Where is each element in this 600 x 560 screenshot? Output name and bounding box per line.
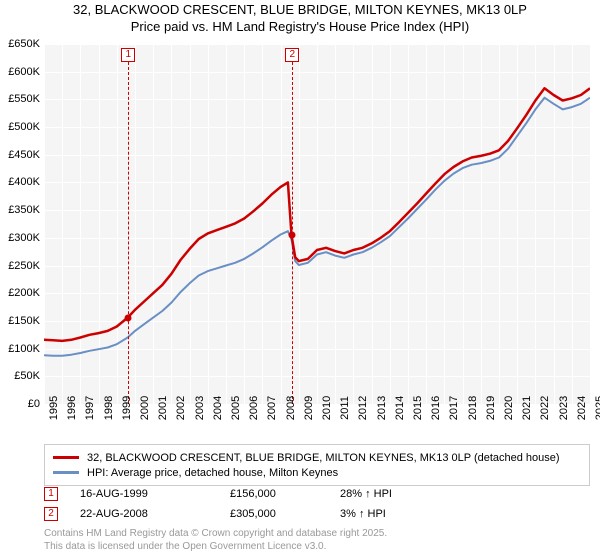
sales-row-pct: 28% ↑ HPI — [340, 488, 450, 500]
chart-title: 32, BLACKWOOD CRESCENT, BLUE BRIDGE, MIL… — [0, 0, 600, 36]
x-tick-label: 1997 — [84, 396, 96, 420]
legend-row: HPI: Average price, detached house, Milt… — [53, 465, 581, 480]
legend-row: 32, BLACKWOOD CRESCENT, BLUE BRIDGE, MIL… — [53, 450, 581, 465]
x-tick-label: 2001 — [157, 396, 169, 420]
x-tick-label: 2004 — [212, 396, 224, 420]
attribution: Contains HM Land Registry data © Crown c… — [44, 528, 387, 553]
legend: 32, BLACKWOOD CRESCENT, BLUE BRIDGE, MIL… — [44, 444, 590, 486]
sales-row: 1 16-AUG-1999£156,00028% ↑ HPI — [44, 484, 590, 504]
sales-row-pct: 3% ↑ HPI — [340, 508, 450, 520]
gridline-v — [590, 44, 591, 404]
x-tick-label: 2020 — [503, 396, 515, 420]
sales-table: 1 16-AUG-1999£156,00028% ↑ HPI 2 22-AUG-200… — [44, 484, 590, 524]
x-tick-label: 2015 — [412, 396, 424, 420]
legend-label: HPI: Average price, detached house, Milt… — [87, 467, 338, 479]
x-tick-label: 2012 — [357, 396, 369, 420]
sales-row: 2 22-AUG-2008£305,0003% ↑ HPI — [44, 504, 590, 524]
x-tick-label: 2022 — [539, 396, 551, 420]
y-tick-label: £0 — [0, 398, 40, 410]
sale-vline — [128, 62, 129, 404]
y-tick-label: £150K — [0, 315, 40, 327]
x-tick-label: 2002 — [175, 396, 187, 420]
y-tick-label: £650K — [0, 38, 40, 50]
legend-swatch — [53, 456, 79, 459]
x-tick-label: 2010 — [321, 396, 333, 420]
x-tick-label: 2013 — [376, 396, 388, 420]
x-tick-label: 2006 — [248, 396, 260, 420]
plot-area: 12 — [44, 44, 590, 404]
y-tick-label: £500K — [0, 121, 40, 133]
sale-marker-box: 2 — [285, 48, 299, 62]
sale-point — [289, 232, 296, 239]
attribution-line1: Contains HM Land Registry data © Crown c… — [44, 528, 387, 541]
chart-container: 32, BLACKWOOD CRESCENT, BLUE BRIDGE, MIL… — [0, 0, 600, 560]
line-series — [44, 44, 590, 404]
plot-background: 12 — [44, 44, 590, 404]
sales-row-date: 16-AUG-1999 — [80, 488, 230, 500]
x-tick-label: 2016 — [430, 396, 442, 420]
x-tick-label: 2021 — [521, 396, 533, 420]
x-tick-label: 2025 — [594, 396, 600, 420]
sales-row-marker: 1 — [44, 487, 58, 501]
title-subtitle: Price paid vs. HM Land Registry's House … — [0, 19, 600, 36]
x-tick-label: 2000 — [139, 396, 151, 420]
sale-marker-box: 1 — [121, 48, 135, 62]
x-tick-label: 1995 — [48, 396, 60, 420]
sales-row-marker: 2 — [44, 507, 58, 521]
sale-point — [125, 314, 132, 321]
y-tick-label: £450K — [0, 149, 40, 161]
x-tick-label: 2014 — [394, 396, 406, 420]
x-tick-label: 2009 — [303, 396, 315, 420]
y-tick-label: £600K — [0, 66, 40, 78]
x-tick-label: 2017 — [448, 396, 460, 420]
x-tick-label: 1998 — [103, 396, 115, 420]
y-tick-label: £550K — [0, 93, 40, 105]
legend-swatch — [53, 471, 79, 474]
y-tick-label: £100K — [0, 343, 40, 355]
x-tick-label: 2008 — [285, 396, 297, 420]
x-tick-label: 2019 — [485, 396, 497, 420]
title-address: 32, BLACKWOOD CRESCENT, BLUE BRIDGE, MIL… — [0, 2, 600, 19]
y-tick-label: £400K — [0, 176, 40, 188]
attribution-line2: This data is licensed under the Open Gov… — [44, 541, 387, 554]
x-tick-label: 2023 — [558, 396, 570, 420]
y-tick-label: £250K — [0, 260, 40, 272]
y-tick-label: £300K — [0, 232, 40, 244]
series-price_paid — [44, 88, 590, 341]
y-tick-label: £200K — [0, 287, 40, 299]
x-tick-label: 2005 — [230, 396, 242, 420]
x-tick-label: 2007 — [266, 396, 278, 420]
y-tick-label: £350K — [0, 204, 40, 216]
x-tick-label: 1999 — [121, 396, 133, 420]
x-tick-label: 2018 — [467, 396, 479, 420]
x-tick-label: 2003 — [194, 396, 206, 420]
sales-row-price: £156,000 — [230, 488, 340, 500]
x-tick-label: 1996 — [66, 396, 78, 420]
legend-label: 32, BLACKWOOD CRESCENT, BLUE BRIDGE, MIL… — [87, 452, 560, 464]
y-tick-label: £50K — [0, 370, 40, 382]
x-tick-label: 2024 — [576, 396, 588, 420]
sales-row-date: 22-AUG-2008 — [80, 508, 230, 520]
sales-row-price: £305,000 — [230, 508, 340, 520]
x-tick-label: 2011 — [339, 396, 351, 420]
